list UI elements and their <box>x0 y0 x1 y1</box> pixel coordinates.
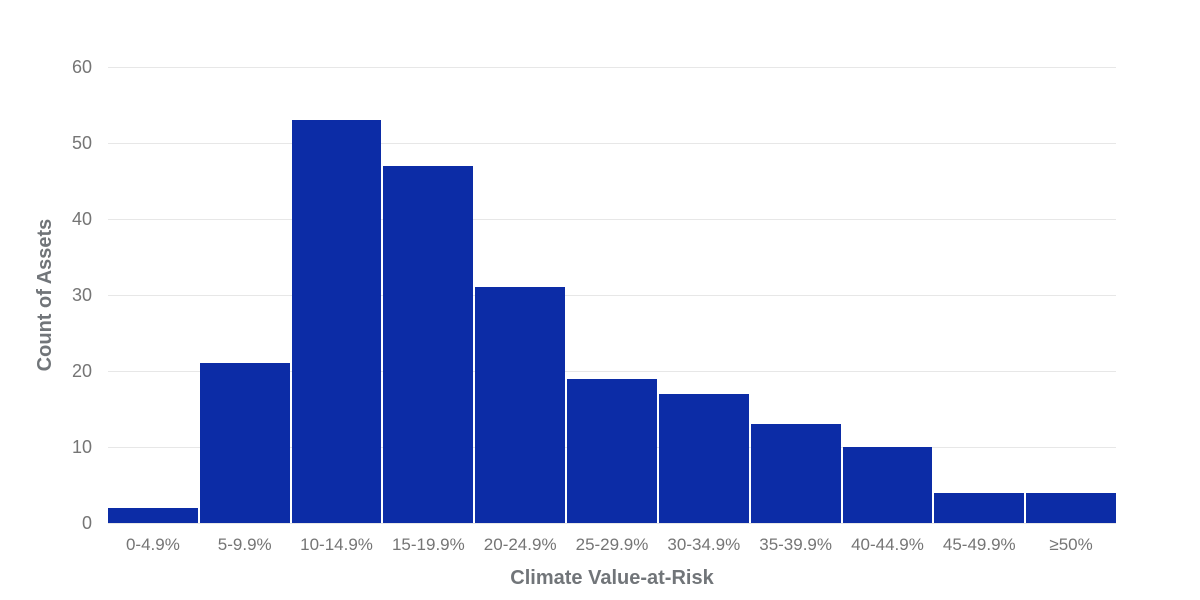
gridline-y-20 <box>108 370 1116 372</box>
y-tick-label-30: 30 <box>71 285 92 305</box>
y-tick-label-20: 20 <box>71 361 92 381</box>
x-tick-label-20-24.9%: 20-24.9% <box>483 535 557 554</box>
bar-0-4.9% <box>108 507 198 523</box>
gridline-y-30 <box>108 294 1116 296</box>
bar-≥50% <box>1026 492 1116 523</box>
bar-25-29.9% <box>567 378 657 523</box>
x-tick-label-0-4.9%: 0-4.9% <box>125 535 180 554</box>
plot-area <box>108 66 1116 524</box>
bar-20-24.9% <box>475 287 566 523</box>
x-tick-label-30-34.9%: 30-34.9% <box>667 535 741 554</box>
x-tick-label-10-14.9%: 10-14.9% <box>300 535 373 554</box>
bar-15-19.9% <box>383 165 474 523</box>
x-tick-label-35-39.9%: 35-39.9% <box>759 535 833 554</box>
x-tick-label-≥50%: ≥50% <box>1049 535 1093 554</box>
y-tick-label-40: 40 <box>71 209 92 229</box>
bar-45-49.9% <box>934 492 1025 523</box>
gridline-y-50 <box>108 142 1116 144</box>
x-tick-label-45-49.9%: 45-49.9% <box>942 535 1016 554</box>
y-axis-title: Count of Assets <box>34 218 56 372</box>
bar-35-39.9% <box>750 424 841 523</box>
y-tick-label-50: 50 <box>71 133 92 153</box>
gridline-y-40 <box>108 218 1116 220</box>
gridline-y-60 <box>108 66 1116 68</box>
y-tick-label-0: 0 <box>81 513 92 533</box>
y-tick-label-10: 10 <box>71 437 92 457</box>
x-tick-label-15-19.9%: 15-19.9% <box>391 535 465 554</box>
x-tick-label-40-44.9%: 40-44.9% <box>851 535 924 554</box>
x-tick-label-5-9.9%: 5-9.9% <box>217 535 272 554</box>
bar-30-34.9% <box>658 393 749 523</box>
x-tick-label-25-29.9%: 25-29.9% <box>575 535 649 554</box>
gridline-y-0 <box>108 522 1116 524</box>
bar-5-9.9% <box>199 363 290 523</box>
x-axis-title: Climate Value-at-Risk <box>510 567 714 589</box>
bar-40-44.9% <box>842 447 933 523</box>
bar-10-14.9% <box>291 120 382 523</box>
y-tick-label-60: 60 <box>71 57 92 77</box>
